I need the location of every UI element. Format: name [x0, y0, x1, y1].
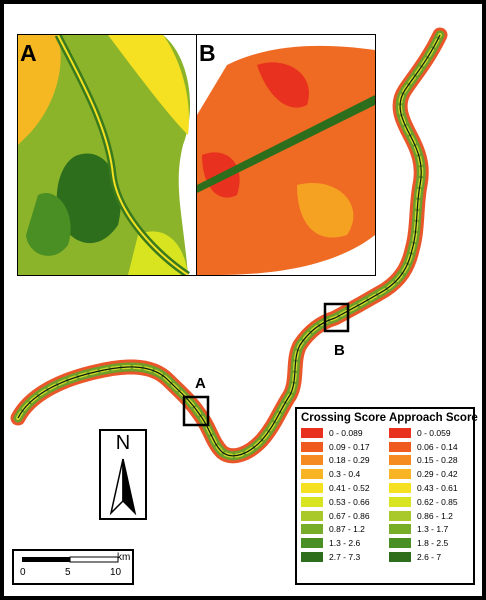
legend-approach-class-label: 0 - 0.059 — [417, 427, 451, 438]
scale-bar: km 0 5 10 — [12, 549, 134, 585]
legend-approach-class-label: 0.29 - 0.42 — [417, 469, 458, 480]
legend: Crossing Score 0 - 0.089 0.09 - 0.17 0.18 … — [295, 407, 478, 585]
legend-crossing-swatch — [301, 552, 323, 563]
scale-tick-10: 10 — [110, 567, 122, 578]
legend-approach-title: Approach Score — [389, 412, 478, 424]
legend-crossing-row: 0.53 - 0.66 — [297, 495, 385, 509]
legend-approach-class-label: 1.3 - 1.7 — [417, 524, 449, 535]
legend-approach-row: 0.06 - 0.14 — [385, 440, 473, 454]
scale-bar-graphic — [22, 556, 119, 563]
legend-crossing-swatch — [301, 469, 323, 480]
north-arrow: N — [99, 429, 147, 520]
inset-a-label: A — [20, 40, 37, 66]
legend-crossing-row: 0.67 - 0.86 — [297, 509, 385, 523]
legend-crossing-swatch — [301, 538, 323, 549]
scale-unit: km — [117, 552, 131, 563]
inset-b-raster — [197, 45, 375, 275]
inset-b — [196, 34, 376, 276]
legend-crossing-class-label: 0.18 - 0.29 — [329, 455, 370, 466]
legend-approach-class-label: 0.86 - 1.2 — [417, 510, 453, 521]
legend-crossing-row: 2.7 - 7.3 — [297, 550, 385, 564]
legend-approach-row: 1.8 - 2.5 — [385, 536, 473, 550]
location-box-b — [323, 302, 350, 333]
legend-approach-class-label: 0.06 - 0.14 — [417, 441, 458, 452]
legend-approach-class-label: 0.43 - 0.61 — [417, 483, 458, 494]
scale-tick-5: 5 — [65, 567, 71, 578]
legend-crossing-row: 0.09 - 0.17 — [297, 440, 385, 454]
legend-approach-swatch — [389, 552, 411, 563]
legend-crossing-class-label: 1.3 - 2.6 — [329, 538, 361, 549]
location-box-a — [182, 395, 210, 427]
location-label-b: B — [334, 342, 345, 359]
legend-approach-row: 0 - 0.059 — [385, 426, 473, 440]
legend-approach-row: 0.43 - 0.61 — [385, 481, 473, 495]
north-letter: N — [115, 432, 131, 454]
legend-approach-class-label: 0.15 - 0.28 — [417, 455, 458, 466]
legend-approach-row: 2.6 - 7 — [385, 550, 473, 564]
legend-approach-class-label: 0.62 - 0.85 — [417, 496, 458, 507]
legend-crossing-swatch — [301, 455, 323, 466]
legend-approach-swatch — [389, 496, 411, 507]
legend-approach-row: 0.15 - 0.28 — [385, 454, 473, 468]
legend-approach-row: 0.86 - 1.2 — [385, 509, 473, 523]
north-arrow-icon — [109, 458, 137, 516]
legend-approach-swatch — [389, 524, 411, 535]
legend-approach-swatch — [389, 427, 411, 438]
legend-crossing-swatch — [301, 524, 323, 535]
legend-crossing-class-label: 0.3 - 0.4 — [329, 469, 361, 480]
inset-a-raster — [18, 35, 191, 275]
legend-crossing: Crossing Score 0 - 0.089 0.09 - 0.17 0.18 … — [297, 409, 386, 564]
legend-crossing-row: 0.41 - 0.52 — [297, 481, 385, 495]
legend-approach: Approach Score 0 - 0.059 0.06 - 0.14 0.15 … — [385, 409, 478, 564]
inset-a — [17, 34, 196, 276]
legend-crossing-title: Crossing Score — [301, 412, 386, 424]
legend-crossing-row: 0.3 - 0.4 — [297, 467, 385, 481]
legend-approach-swatch — [389, 510, 411, 521]
legend-approach-row: 0.29 - 0.42 — [385, 467, 473, 481]
legend-crossing-row: 0.87 - 1.2 — [297, 523, 385, 537]
legend-approach-swatch — [389, 469, 411, 480]
legend-crossing-class-label: 0.41 - 0.52 — [329, 483, 370, 494]
legend-approach-swatch — [389, 441, 411, 452]
legend-approach-swatch — [389, 538, 411, 549]
legend-approach-row: 1.3 - 1.7 — [385, 523, 473, 537]
legend-crossing-swatch — [301, 496, 323, 507]
legend-crossing-class-label: 0.09 - 0.17 — [329, 441, 370, 452]
location-label-a: A — [195, 375, 206, 392]
scale-tick-0: 0 — [20, 567, 26, 578]
legend-crossing-class-label: 0.87 - 1.2 — [329, 524, 365, 535]
legend-approach-class-label: 2.6 - 7 — [417, 552, 442, 563]
legend-crossing-class-label: 2.7 - 7.3 — [329, 552, 361, 563]
legend-crossing-class-label: 0.67 - 0.86 — [329, 510, 370, 521]
legend-approach-row: 0.62 - 0.85 — [385, 495, 473, 509]
legend-crossing-row: 0.18 - 0.29 — [297, 454, 385, 468]
legend-crossing-class-label: 0 - 0.089 — [329, 427, 363, 438]
legend-crossing-swatch — [301, 510, 323, 521]
legend-crossing-class-label: 0.53 - 0.66 — [329, 496, 370, 507]
river-line — [17, 34, 441, 457]
inset-b-label: B — [199, 40, 216, 66]
legend-approach-swatch — [389, 455, 411, 466]
legend-approach-class-label: 1.8 - 2.5 — [417, 538, 449, 549]
legend-crossing-swatch — [301, 427, 323, 438]
legend-crossing-row: 1.3 - 2.6 — [297, 536, 385, 550]
legend-crossing-swatch — [301, 441, 323, 452]
legend-approach-swatch — [389, 483, 411, 494]
legend-crossing-swatch — [301, 483, 323, 494]
legend-crossing-row: 0 - 0.089 — [297, 426, 385, 440]
